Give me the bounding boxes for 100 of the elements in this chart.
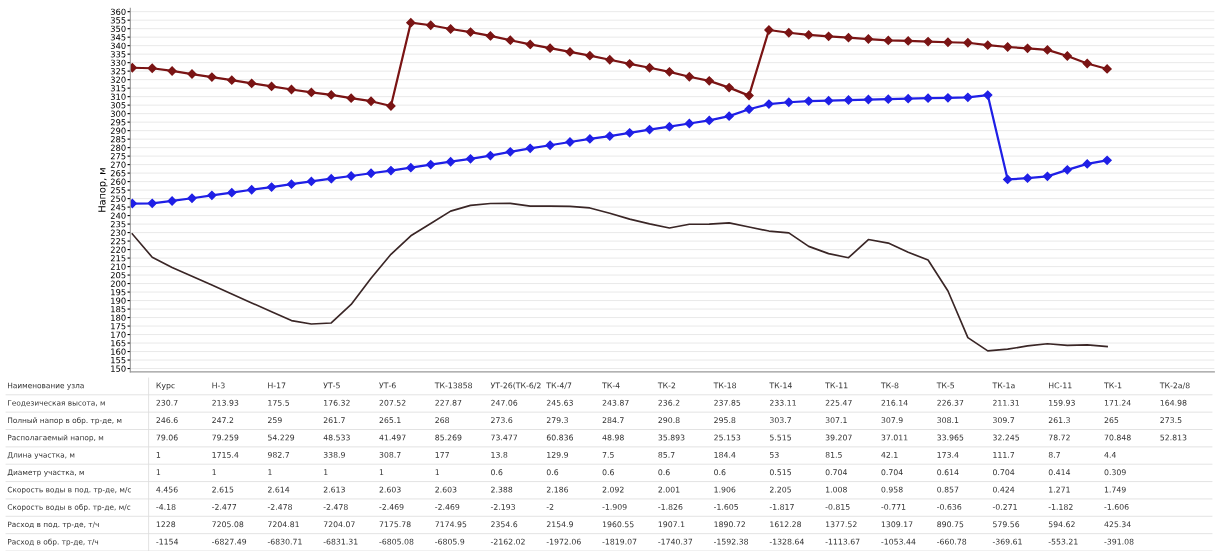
y-tick-label: 165 (111, 340, 126, 347)
y-tick-label: 150 (111, 365, 126, 372)
point (545, 140, 555, 150)
point (744, 90, 754, 101)
point (445, 157, 456, 167)
point (1062, 165, 1072, 175)
point (684, 118, 694, 129)
point (266, 182, 277, 192)
point (167, 66, 177, 76)
point (306, 176, 316, 187)
point (1003, 42, 1013, 52)
point (445, 24, 456, 34)
y-tick-label: 220 (110, 246, 126, 253)
point (247, 78, 257, 88)
point (346, 93, 356, 103)
point (625, 128, 635, 138)
y-tick-label: 200 (110, 280, 126, 287)
y-tick-label: 225 (110, 238, 126, 245)
point (664, 122, 675, 132)
y-tick-label: 255 (110, 187, 126, 194)
point (644, 124, 655, 135)
point (1082, 159, 1092, 169)
point (306, 87, 316, 98)
point (1022, 43, 1033, 53)
point (545, 43, 555, 53)
y-tick-label: 250 (110, 195, 126, 202)
point (426, 20, 436, 30)
point (585, 51, 595, 61)
point (963, 38, 973, 48)
point (1062, 51, 1072, 61)
y-tick-label: 360 (110, 8, 126, 15)
point (147, 63, 157, 73)
y-tick-label: 215 (110, 255, 126, 262)
point (1102, 155, 1112, 165)
point (525, 39, 535, 50)
point (485, 150, 496, 161)
point (823, 96, 834, 106)
y-tick-label: 300 (110, 110, 126, 117)
point (326, 90, 336, 100)
point (883, 35, 893, 46)
point (147, 198, 157, 208)
point (266, 81, 277, 92)
point (704, 115, 714, 126)
point (923, 93, 933, 103)
point (1042, 171, 1053, 181)
point (386, 165, 396, 176)
y-tick-label: 170 (111, 331, 126, 338)
y-tick-label: 345 (110, 34, 126, 41)
point (1102, 64, 1112, 74)
point (724, 111, 734, 121)
point (605, 131, 615, 141)
point (704, 76, 714, 86)
y-tick-label: 155 (111, 357, 126, 364)
point (804, 96, 814, 106)
point (883, 94, 893, 104)
y-tick-label: 260 (110, 178, 126, 185)
y-tick-label: 340 (110, 42, 126, 49)
point (207, 190, 217, 200)
y-axis-title: Напор, м (98, 168, 108, 212)
y-tick-label: 350 (110, 25, 126, 32)
point (366, 168, 376, 178)
point (187, 193, 197, 203)
point (286, 179, 297, 189)
point (1082, 58, 1092, 69)
point (326, 174, 336, 184)
point (1003, 174, 1013, 185)
point (823, 31, 834, 41)
point (366, 96, 376, 106)
point (664, 67, 675, 77)
point (485, 31, 496, 41)
y-tick-label: 275 (110, 153, 126, 160)
point (903, 36, 913, 46)
point (505, 147, 515, 157)
point (863, 34, 874, 44)
point (565, 47, 575, 57)
line-series (131, 202, 1108, 352)
y-tick-label: 230 (110, 229, 126, 236)
point (744, 104, 754, 114)
point (843, 33, 854, 43)
point (863, 94, 874, 105)
y-tick-label: 280 (110, 144, 126, 151)
y-tick-label: 295 (110, 119, 126, 126)
y-tick-label: 325 (110, 68, 126, 75)
point (207, 72, 217, 82)
y-tick-label: 285 (110, 136, 126, 143)
y-tick-label: 190 (111, 297, 126, 304)
point (923, 36, 933, 47)
y-tick-label: 315 (110, 85, 126, 92)
point (983, 90, 993, 100)
y-tick-label: 235 (110, 221, 126, 228)
point (406, 163, 416, 173)
point (784, 97, 794, 107)
y-tick-label: 310 (110, 93, 126, 100)
point (764, 25, 774, 35)
point (167, 196, 177, 206)
y-tick-label: 330 (110, 59, 126, 66)
point (625, 59, 635, 69)
point (227, 75, 237, 85)
y-tick-label: 270 (110, 161, 126, 168)
point (804, 30, 814, 40)
